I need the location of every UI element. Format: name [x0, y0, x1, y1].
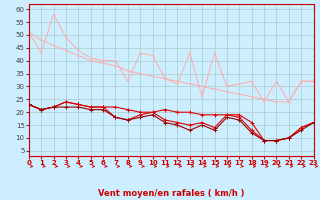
Text: Vent moyen/en rafales ( km/h ): Vent moyen/en rafales ( km/h ) — [98, 189, 244, 198]
